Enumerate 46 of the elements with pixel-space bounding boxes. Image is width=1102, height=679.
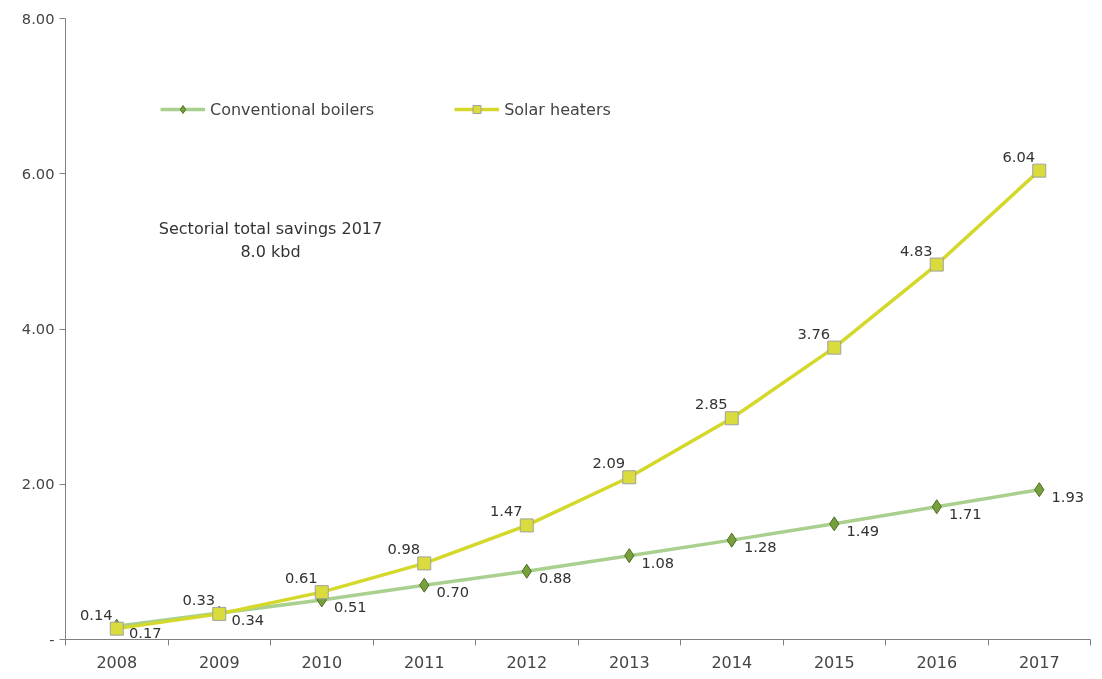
data-label: 6.04 xyxy=(1002,147,1036,165)
data-label: 1.93 xyxy=(1051,487,1085,505)
data-label: 1.08 xyxy=(641,553,675,571)
x-tick-label: 2009 xyxy=(198,652,240,672)
annotation: Sectorial total savings 2017 8.0 kbd xyxy=(158,218,383,261)
data-label: 0.33 xyxy=(182,590,216,608)
x-tick-label: 2015 xyxy=(813,652,855,672)
x-tick-label: 2013 xyxy=(608,652,650,672)
data-label: 1.28 xyxy=(744,538,777,556)
point xyxy=(1032,163,1047,178)
x-tick-label: 2012 xyxy=(506,652,548,672)
legend-label: Conventional boilers xyxy=(210,99,375,119)
data-label: 0.51 xyxy=(334,597,367,615)
data-label: 4.83 xyxy=(900,241,933,259)
data-label: 0.98 xyxy=(387,540,421,558)
point xyxy=(519,518,534,533)
y-tick-label: 2.00 xyxy=(21,475,55,493)
point xyxy=(622,470,637,485)
point xyxy=(827,340,842,355)
x-tick-label: 2017 xyxy=(1018,652,1060,672)
data-label: 3.76 xyxy=(797,324,831,342)
data-label: 0.17 xyxy=(129,624,162,642)
y-tick-label: 8.00 xyxy=(21,9,55,27)
y-tick-label: 6.00 xyxy=(21,164,55,182)
point xyxy=(724,411,739,426)
data-label: 0.34 xyxy=(231,611,265,629)
data-label: 1.49 xyxy=(846,521,880,539)
data-label: 1.71 xyxy=(949,504,982,522)
data-label: 0.14 xyxy=(80,605,113,623)
point xyxy=(417,556,432,571)
y-tick-label: - xyxy=(49,630,55,648)
point xyxy=(314,585,329,600)
data-label: 0.61 xyxy=(285,569,318,587)
x-tick-label: 2010 xyxy=(301,652,343,672)
x-tick-label: 2008 xyxy=(96,652,138,672)
data-label: 2.85 xyxy=(695,395,728,413)
point xyxy=(929,257,944,272)
x-tick-label: 2011 xyxy=(403,652,445,672)
y-tick-label: 4.00 xyxy=(21,320,55,337)
x-tick-label: 2014 xyxy=(711,652,753,672)
legend-label: Solar heaters xyxy=(504,99,611,119)
x-tick-label: 2016 xyxy=(916,652,958,672)
data-label: 0.70 xyxy=(436,583,470,601)
data-label: 2.09 xyxy=(592,454,626,472)
data-label: 0.88 xyxy=(539,569,572,587)
data-label: 1.47 xyxy=(490,502,523,520)
